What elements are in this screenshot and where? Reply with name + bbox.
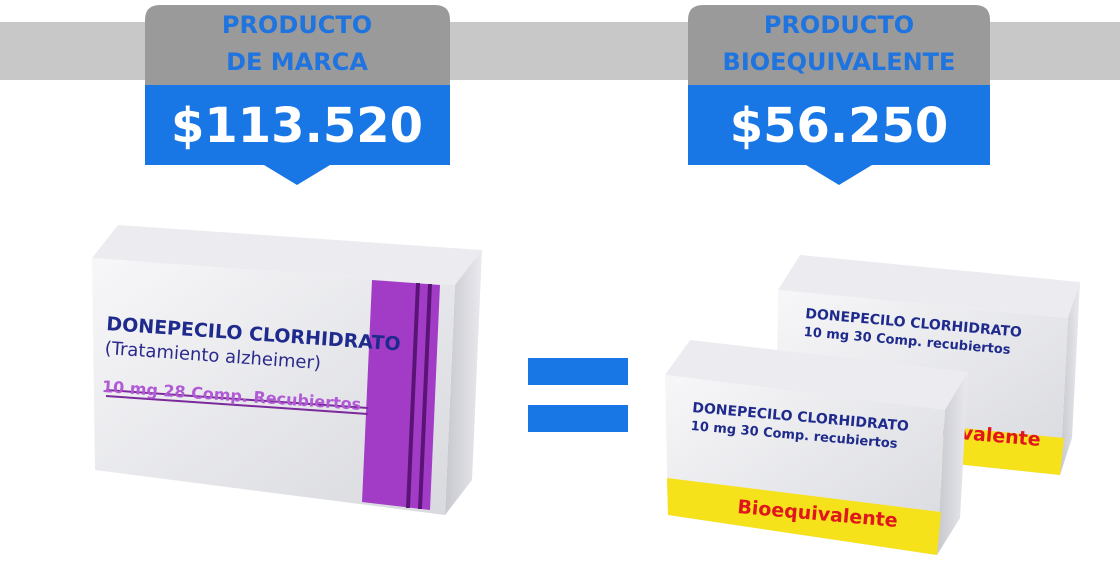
price: $56.250 (730, 98, 949, 154)
tab-label: PRODUCTO (764, 11, 914, 39)
generic-box: DONEPECILO CLORHIDRATO 10 mg 30 Comp. re… (665, 340, 968, 555)
tab-label: PRODUCTO (222, 11, 372, 39)
equals-bar (528, 405, 628, 432)
brand-tab: PRODUCTO DE MARCA $113.520 (145, 5, 450, 185)
tab-label: BIOEQUIVALENTE (723, 48, 956, 76)
infographic: PRODUCTO DE MARCA $113.520 PRODUCTO BIOE… (0, 0, 1120, 562)
price: $113.520 (171, 98, 423, 154)
brand-box: DONEPECILO CLORHIDRATO (Tratamiento alzh… (92, 225, 482, 515)
equals-bar (528, 358, 628, 385)
tab-label: DE MARCA (226, 48, 368, 76)
generic-tab: PRODUCTO BIOEQUIVALENTE $56.250 (688, 5, 990, 185)
